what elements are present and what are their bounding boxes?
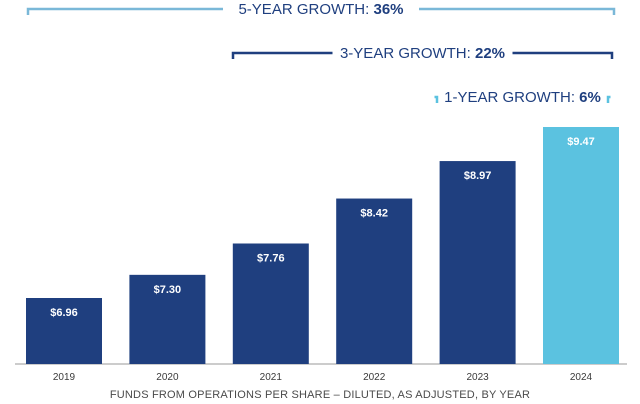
growth-brackets: 5-YEAR GROWTH: 36% 3-YEAR GROWTH: 22% 1-YE… (26, 1, 616, 106)
growth-bracket-5yr: 5-YEAR GROWTH: 36% (26, 1, 616, 18)
x-tick-2024: 2024 (570, 372, 593, 383)
bar-2024 (543, 127, 619, 364)
bar-2020 (129, 274, 206, 364)
x-tick-2023: 2023 (466, 372, 489, 383)
x-tick-2021: 2021 (260, 372, 283, 383)
bar-value-label-2020: $7.30 (154, 284, 182, 296)
bar-value-label-2022: $8.42 (360, 208, 388, 220)
bar-2021 (232, 243, 309, 364)
bar-value-label-2019: $6.96 (50, 307, 78, 319)
bar-2019 (26, 298, 102, 364)
bar-value-label-2024: $9.47 (567, 136, 595, 148)
growth-bracket-1yr: 1-YEAR GROWTH: 6% (434, 89, 611, 106)
growth-label: 5-YEAR GROWTH: 36% (238, 1, 403, 18)
x-tick-2019: 2019 (53, 372, 76, 383)
x-tick-2020: 2020 (156, 372, 179, 383)
x-tick-2022: 2022 (363, 372, 386, 383)
x-ticks: 2019 2020 2021 2022 2023 2024 (53, 372, 593, 383)
x-axis-label: FUNDS FROM OPERATIONS PER SHARE – DILUTE… (110, 389, 530, 401)
growth-bracket-3yr: 3-YEAR GROWTH: 22% (231, 45, 614, 62)
bar-2023 (439, 161, 516, 364)
bar-value-label-2021: $7.76 (257, 252, 285, 264)
growth-label: 3-YEAR GROWTH: 22% (340, 45, 505, 62)
bars: $6.96 $7.30 $7.76 $8.42 $8.97 $9.47 (26, 127, 619, 364)
growth-label: 1-YEAR GROWTH: 6% (444, 89, 601, 106)
bar-2022 (336, 198, 413, 364)
bar-value-label-2023: $8.97 (464, 170, 492, 182)
